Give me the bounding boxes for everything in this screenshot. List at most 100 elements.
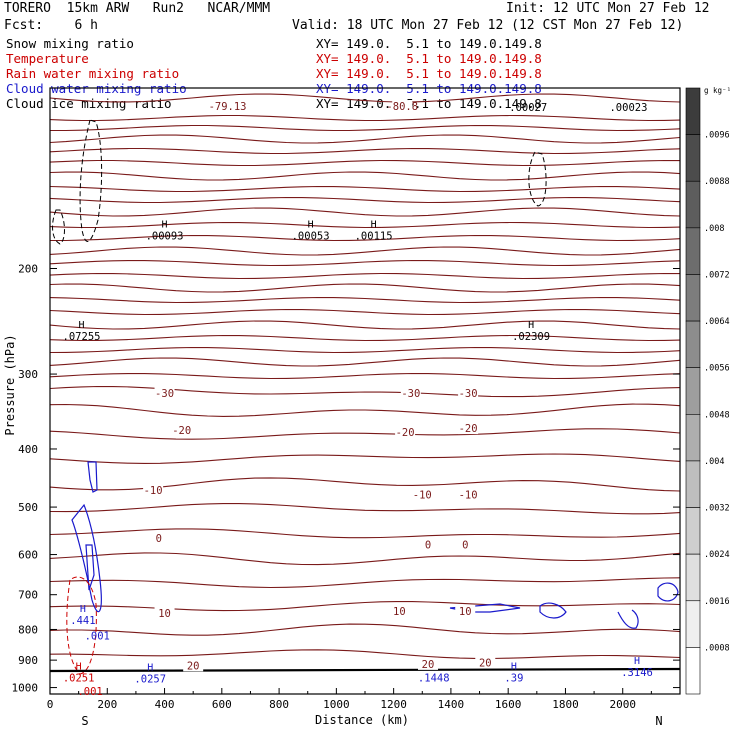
colorbar-segment xyxy=(685,647,701,695)
x-tick-label: 400 xyxy=(155,698,175,711)
temp-label-bg xyxy=(217,100,238,113)
isotherm-18 xyxy=(49,320,681,330)
temperature-label: 0 xyxy=(462,540,468,552)
isotherm-28 xyxy=(49,503,681,515)
temperature-label: 20 xyxy=(187,660,200,672)
cloud-ice-max-value: .00053 xyxy=(292,231,330,243)
y-tick-label: 900 xyxy=(18,654,38,667)
temp-label-bg xyxy=(148,531,169,544)
temperature-label: -10 xyxy=(459,489,478,501)
cloud-water-contour-6 xyxy=(657,582,679,602)
isotherm-17 xyxy=(49,308,681,316)
temp-label-bg xyxy=(154,386,175,399)
colorbar-tick-label: .0072 xyxy=(704,270,730,280)
temperature-label: -79.13 xyxy=(209,101,247,113)
temp-label-bg xyxy=(392,100,413,113)
colorbar-tick-label: .0024 xyxy=(704,550,730,560)
temp-label-bg xyxy=(389,605,410,618)
cloud-ice-max-value: .00027 xyxy=(509,102,547,114)
x-tick-label: 1400 xyxy=(438,698,465,711)
temperature-label: 10 xyxy=(393,606,406,618)
legend-temperature-info: XY= 149.0. 5.1 to 149.0.149.8 xyxy=(316,51,542,66)
cloud-water-max-marker: H xyxy=(80,604,86,615)
temp-label-bg xyxy=(183,659,204,672)
y-tick-label: 500 xyxy=(18,501,38,514)
colorbar-tick-label: .0056 xyxy=(704,364,730,374)
temp-label-bg xyxy=(154,607,175,620)
temp-label-bg xyxy=(412,488,433,501)
temperature-label: -20 xyxy=(396,427,415,439)
cloud-ice-max-value: .02309 xyxy=(512,331,550,343)
legend-snow-info: XY= 149.0. 5.1 to 149.0.149.8 xyxy=(316,36,542,51)
x-tick-label: 0 xyxy=(47,698,54,711)
y-tick-label: 1000 xyxy=(12,682,39,695)
x-tick-label: 1600 xyxy=(495,698,522,711)
cloud-water-max-marker: H xyxy=(511,661,517,672)
temp-label-bg xyxy=(400,386,421,399)
temperature-label: 0 xyxy=(156,533,162,545)
temp-label-bg xyxy=(395,426,416,439)
rain-max-marker: H xyxy=(76,661,82,672)
x-tick-label: 1000 xyxy=(323,698,350,711)
cloud-ice-max-marker: H xyxy=(371,220,377,231)
temperature-label: -30 xyxy=(401,388,420,400)
temperature-label: -20 xyxy=(459,423,478,435)
isotherm-23 xyxy=(49,385,681,398)
isotherm-30 xyxy=(49,552,681,566)
temp-label-bg xyxy=(418,538,438,551)
temp-label-bg xyxy=(458,386,479,399)
colorbar-tick-label: .0032 xyxy=(704,504,730,514)
cloud-ice-contour-west xyxy=(79,119,103,242)
temperature-label: 10 xyxy=(158,608,171,620)
isotherm-11 xyxy=(50,234,681,242)
cloud-ice-max-value: .00023 xyxy=(609,102,647,114)
isotherm-31 xyxy=(49,577,681,589)
colorbar-tick-label: .0064 xyxy=(704,317,730,327)
cloud-ice-max-marker: H xyxy=(308,220,314,231)
isotherm-32 xyxy=(49,601,681,612)
colorbar-segment xyxy=(685,600,701,648)
x-left-end-label: S xyxy=(81,714,88,728)
cloud-ice-max-marker: H xyxy=(78,320,84,331)
temperature-label: 20 xyxy=(479,657,492,669)
colorbar-segment xyxy=(685,367,701,415)
temperature-label: -30 xyxy=(459,388,478,400)
cloud-water-contour-2 xyxy=(85,544,95,591)
cloud-water-contour-1 xyxy=(71,503,102,613)
isotherm-3 xyxy=(49,134,681,144)
init-time: Init: 12 UTC Mon 27 Feb 12 xyxy=(506,1,710,16)
isotherm-34 xyxy=(49,649,681,660)
cloud-ice-max-value: .00093 xyxy=(146,231,184,243)
model-title: TORERO 15km ARW Run2 NCAR/MMM xyxy=(4,1,271,16)
temperature-label: -10 xyxy=(144,485,163,497)
cloud-water-contour-0 xyxy=(87,461,98,493)
temp-label-bg xyxy=(458,488,479,501)
surface-line xyxy=(49,667,681,673)
temperature-label: -20 xyxy=(172,425,191,437)
x-tick-label: 800 xyxy=(269,698,289,711)
colorbar-unit: g kg⁻¹ xyxy=(704,86,731,95)
isotherm-5 xyxy=(49,159,681,167)
moisture-contours xyxy=(49,119,681,675)
isotherm-1 xyxy=(49,114,681,122)
contour-labels: -79.13 -80.8 -30 -30 -30 -20 -20 -20 -10 -10 -10 0 0… xyxy=(63,100,653,698)
isotherm-8 xyxy=(49,196,681,204)
axes: 0 200 400 600 800 1000 1200 1400 1600 1800 2000200… xyxy=(12,262,680,711)
valid-time: Valid: 18 UTC Mon 27 Feb 12 (12 CST Mon … xyxy=(292,18,684,33)
colorbar-segment xyxy=(685,134,701,182)
cloud-water-max-value: .39 xyxy=(504,672,523,684)
isotherm-26 xyxy=(49,453,681,464)
x-tick-label: 1200 xyxy=(380,698,407,711)
y-axis-label: Pressure (hPa) xyxy=(3,334,17,435)
cloud-ice-max-value: .07255 xyxy=(63,331,101,343)
temperature-label: -80.8 xyxy=(386,101,418,113)
legend-snow: Snow mixing ratio xyxy=(6,36,134,51)
isotherm-10 xyxy=(49,221,681,229)
cloud-water-contour-5 xyxy=(617,609,639,629)
cloud-water-contour-4 xyxy=(539,602,567,619)
x-axis-label: Distance (km) xyxy=(315,713,409,727)
colorbar-segment xyxy=(685,274,701,322)
isotherm-4 xyxy=(49,147,681,155)
legend-rain-info: XY= 149.0. 5.1 to 149.0.149.8 xyxy=(316,66,542,81)
rain-max-value: .0251 xyxy=(63,672,95,684)
